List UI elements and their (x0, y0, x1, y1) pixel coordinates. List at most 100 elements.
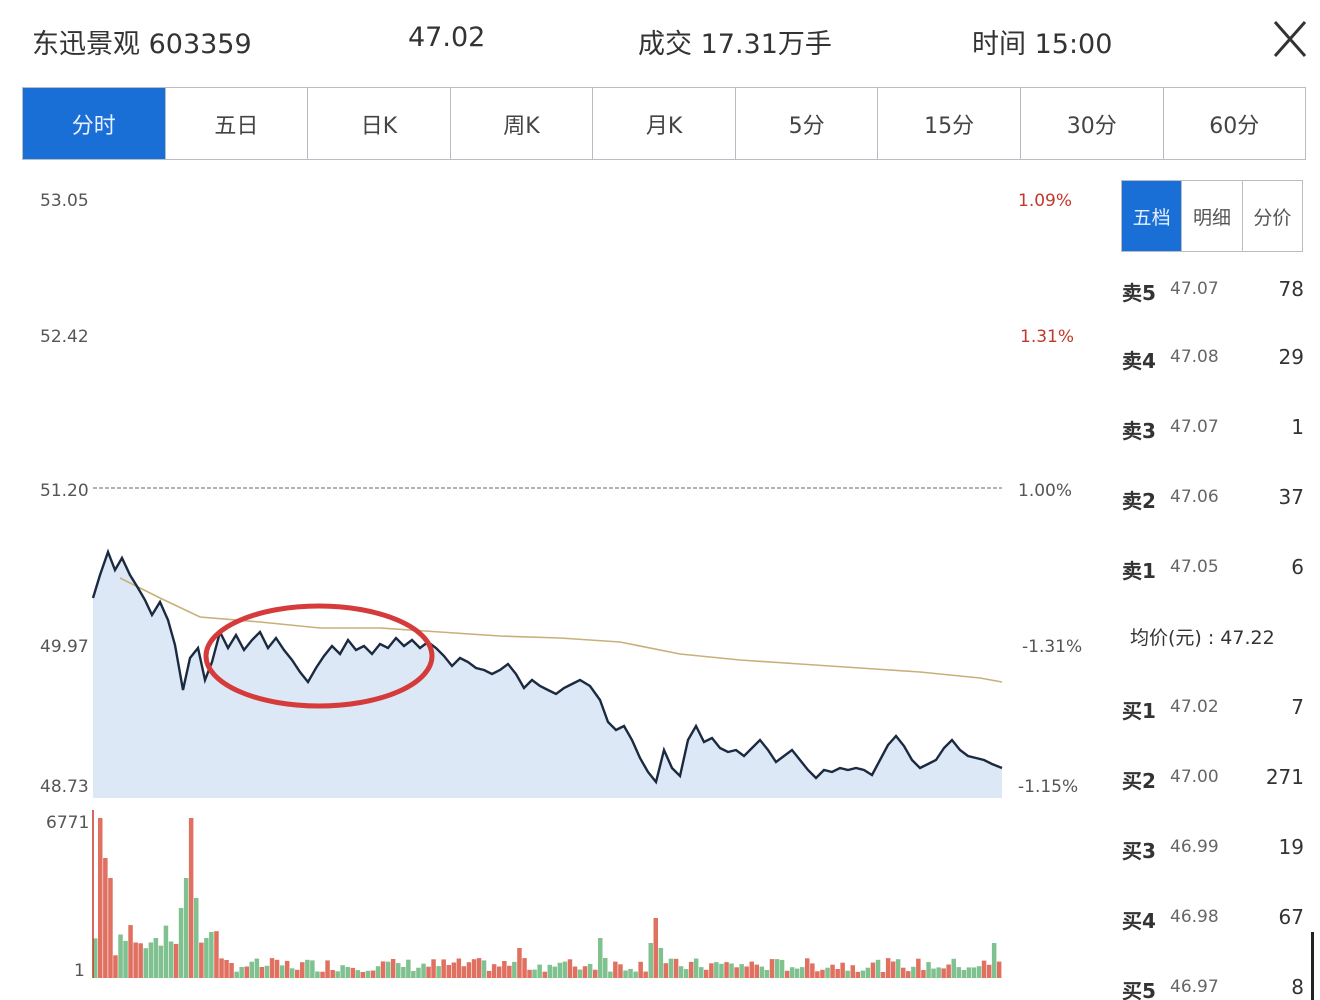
volume-bar (946, 964, 951, 978)
volume-bar (527, 969, 532, 978)
volume-bar (557, 962, 563, 978)
tab-5min[interactable]: 5分 (735, 88, 879, 159)
ask-row: 卖3 47.07 1 (1122, 415, 1304, 443)
volume-bar (547, 964, 552, 978)
volume-bar (991, 943, 997, 978)
volume-bar (517, 948, 522, 978)
tab-60min[interactable]: 60分 (1163, 88, 1306, 159)
bid-row: 买2 47.00 271 (1122, 765, 1304, 793)
volume-bar (295, 969, 300, 978)
volume-bar (794, 968, 800, 978)
volume-bar (658, 948, 664, 978)
volume-bar (870, 962, 876, 978)
volume-bar (310, 960, 315, 978)
volume-bar (390, 959, 396, 978)
volume-bar (860, 970, 866, 978)
volume-bar (593, 969, 598, 978)
volume-bar (209, 932, 214, 978)
volume-bar (986, 964, 992, 978)
volume-bar (835, 969, 840, 978)
volume-bar (956, 967, 961, 978)
volume-bar (345, 967, 350, 978)
volume-bar (224, 960, 229, 978)
average-price-label: 均价(元) : 47.22 (1130, 627, 1275, 649)
time-label: 时间 15:00 (972, 29, 1113, 60)
volume-bar (279, 965, 285, 978)
volume-bar (350, 967, 356, 978)
volume-bar (214, 931, 219, 978)
volume-bar (188, 818, 194, 978)
scrollbar-thumb[interactable] (1311, 932, 1314, 1000)
volume-bar (608, 971, 613, 978)
volume-axis-top: 6771 (46, 813, 89, 833)
volume-bar (709, 963, 714, 978)
volume-bar (734, 967, 739, 978)
tab-week-k[interactable]: 周K (450, 88, 594, 159)
period-tab-bar: 分时 五日 日K 周K 月K 5分 15分 30分 60分 (22, 87, 1306, 160)
volume-bar (199, 942, 204, 978)
volume-bar (926, 962, 931, 978)
volume-bar (941, 968, 946, 978)
volume-bar (325, 960, 330, 978)
volume-bar (830, 964, 835, 978)
tab-month-k[interactable]: 月K (593, 88, 736, 159)
volume-bar (461, 966, 467, 978)
volume-bar (961, 970, 967, 978)
volume-bar (396, 963, 401, 978)
tab-price-distribution[interactable]: 分价 (1242, 181, 1302, 251)
volume-bar (486, 970, 492, 978)
volume-bar (931, 968, 936, 978)
ask-row: 卖4 47.08 29 (1122, 345, 1304, 373)
volume-bar (895, 959, 901, 978)
tab-day-k[interactable]: 日K (308, 88, 451, 159)
left-axis-label-2: 52.42 (40, 327, 89, 347)
tab-15min[interactable]: 15分 (878, 88, 1021, 159)
volume-bar (936, 967, 941, 978)
volume-bar (688, 961, 694, 978)
volume-bar (810, 963, 815, 978)
volume-bar (421, 963, 426, 978)
volume-bar (840, 962, 845, 978)
volume-bar (289, 968, 295, 978)
volume-bar (194, 898, 199, 978)
tab-detail[interactable]: 明细 (1182, 181, 1243, 251)
volume-bar (143, 948, 148, 978)
left-axis-label-top: 53.05 (40, 191, 89, 211)
volume-bar (981, 960, 987, 978)
tab-five-level[interactable]: 五档 (1122, 181, 1183, 251)
tab-five-day[interactable]: 五日 (165, 88, 309, 159)
volume-bar (441, 959, 446, 978)
volume-bar (93, 938, 98, 978)
volume-bar (577, 969, 583, 978)
right-axis-label-bottom: -1.15% (1018, 777, 1078, 797)
volume-bar (815, 971, 820, 978)
volume-bar (562, 961, 568, 978)
volume-bar (138, 943, 143, 978)
volume-bar (865, 967, 871, 978)
volume-bar (456, 958, 462, 978)
tab-30min[interactable]: 30分 (1020, 88, 1164, 159)
left-axis-label-4: 49.97 (40, 637, 89, 657)
volume-bar (305, 959, 310, 978)
volume-bar (643, 971, 648, 978)
volume-bar (522, 958, 527, 978)
bid-row: 买4 46.98 67 (1122, 905, 1304, 933)
close-icon[interactable] (1268, 14, 1312, 64)
volume-bar (784, 970, 790, 978)
volume-bar (764, 970, 770, 978)
volume-bar (330, 970, 335, 978)
volume-bar (800, 967, 805, 978)
volume-bar (507, 965, 512, 978)
volume-summary: 成交 17.31万手 (638, 29, 832, 60)
volume-bar (466, 962, 472, 978)
volume-bar (269, 958, 275, 978)
volume-bar (264, 965, 270, 978)
volume-bar (411, 971, 416, 978)
volume-bar (98, 818, 103, 978)
intraday-chart[interactable]: 53.05 52.42 51.20 49.97 48.73 1.09% 1.31… (0, 170, 1100, 1000)
tab-minute[interactable]: 分时 (23, 88, 166, 159)
volume-bar (385, 961, 391, 978)
left-axis-label-mid: 51.20 (40, 481, 89, 501)
volume-bar (158, 945, 164, 978)
volume-bar (254, 958, 260, 978)
